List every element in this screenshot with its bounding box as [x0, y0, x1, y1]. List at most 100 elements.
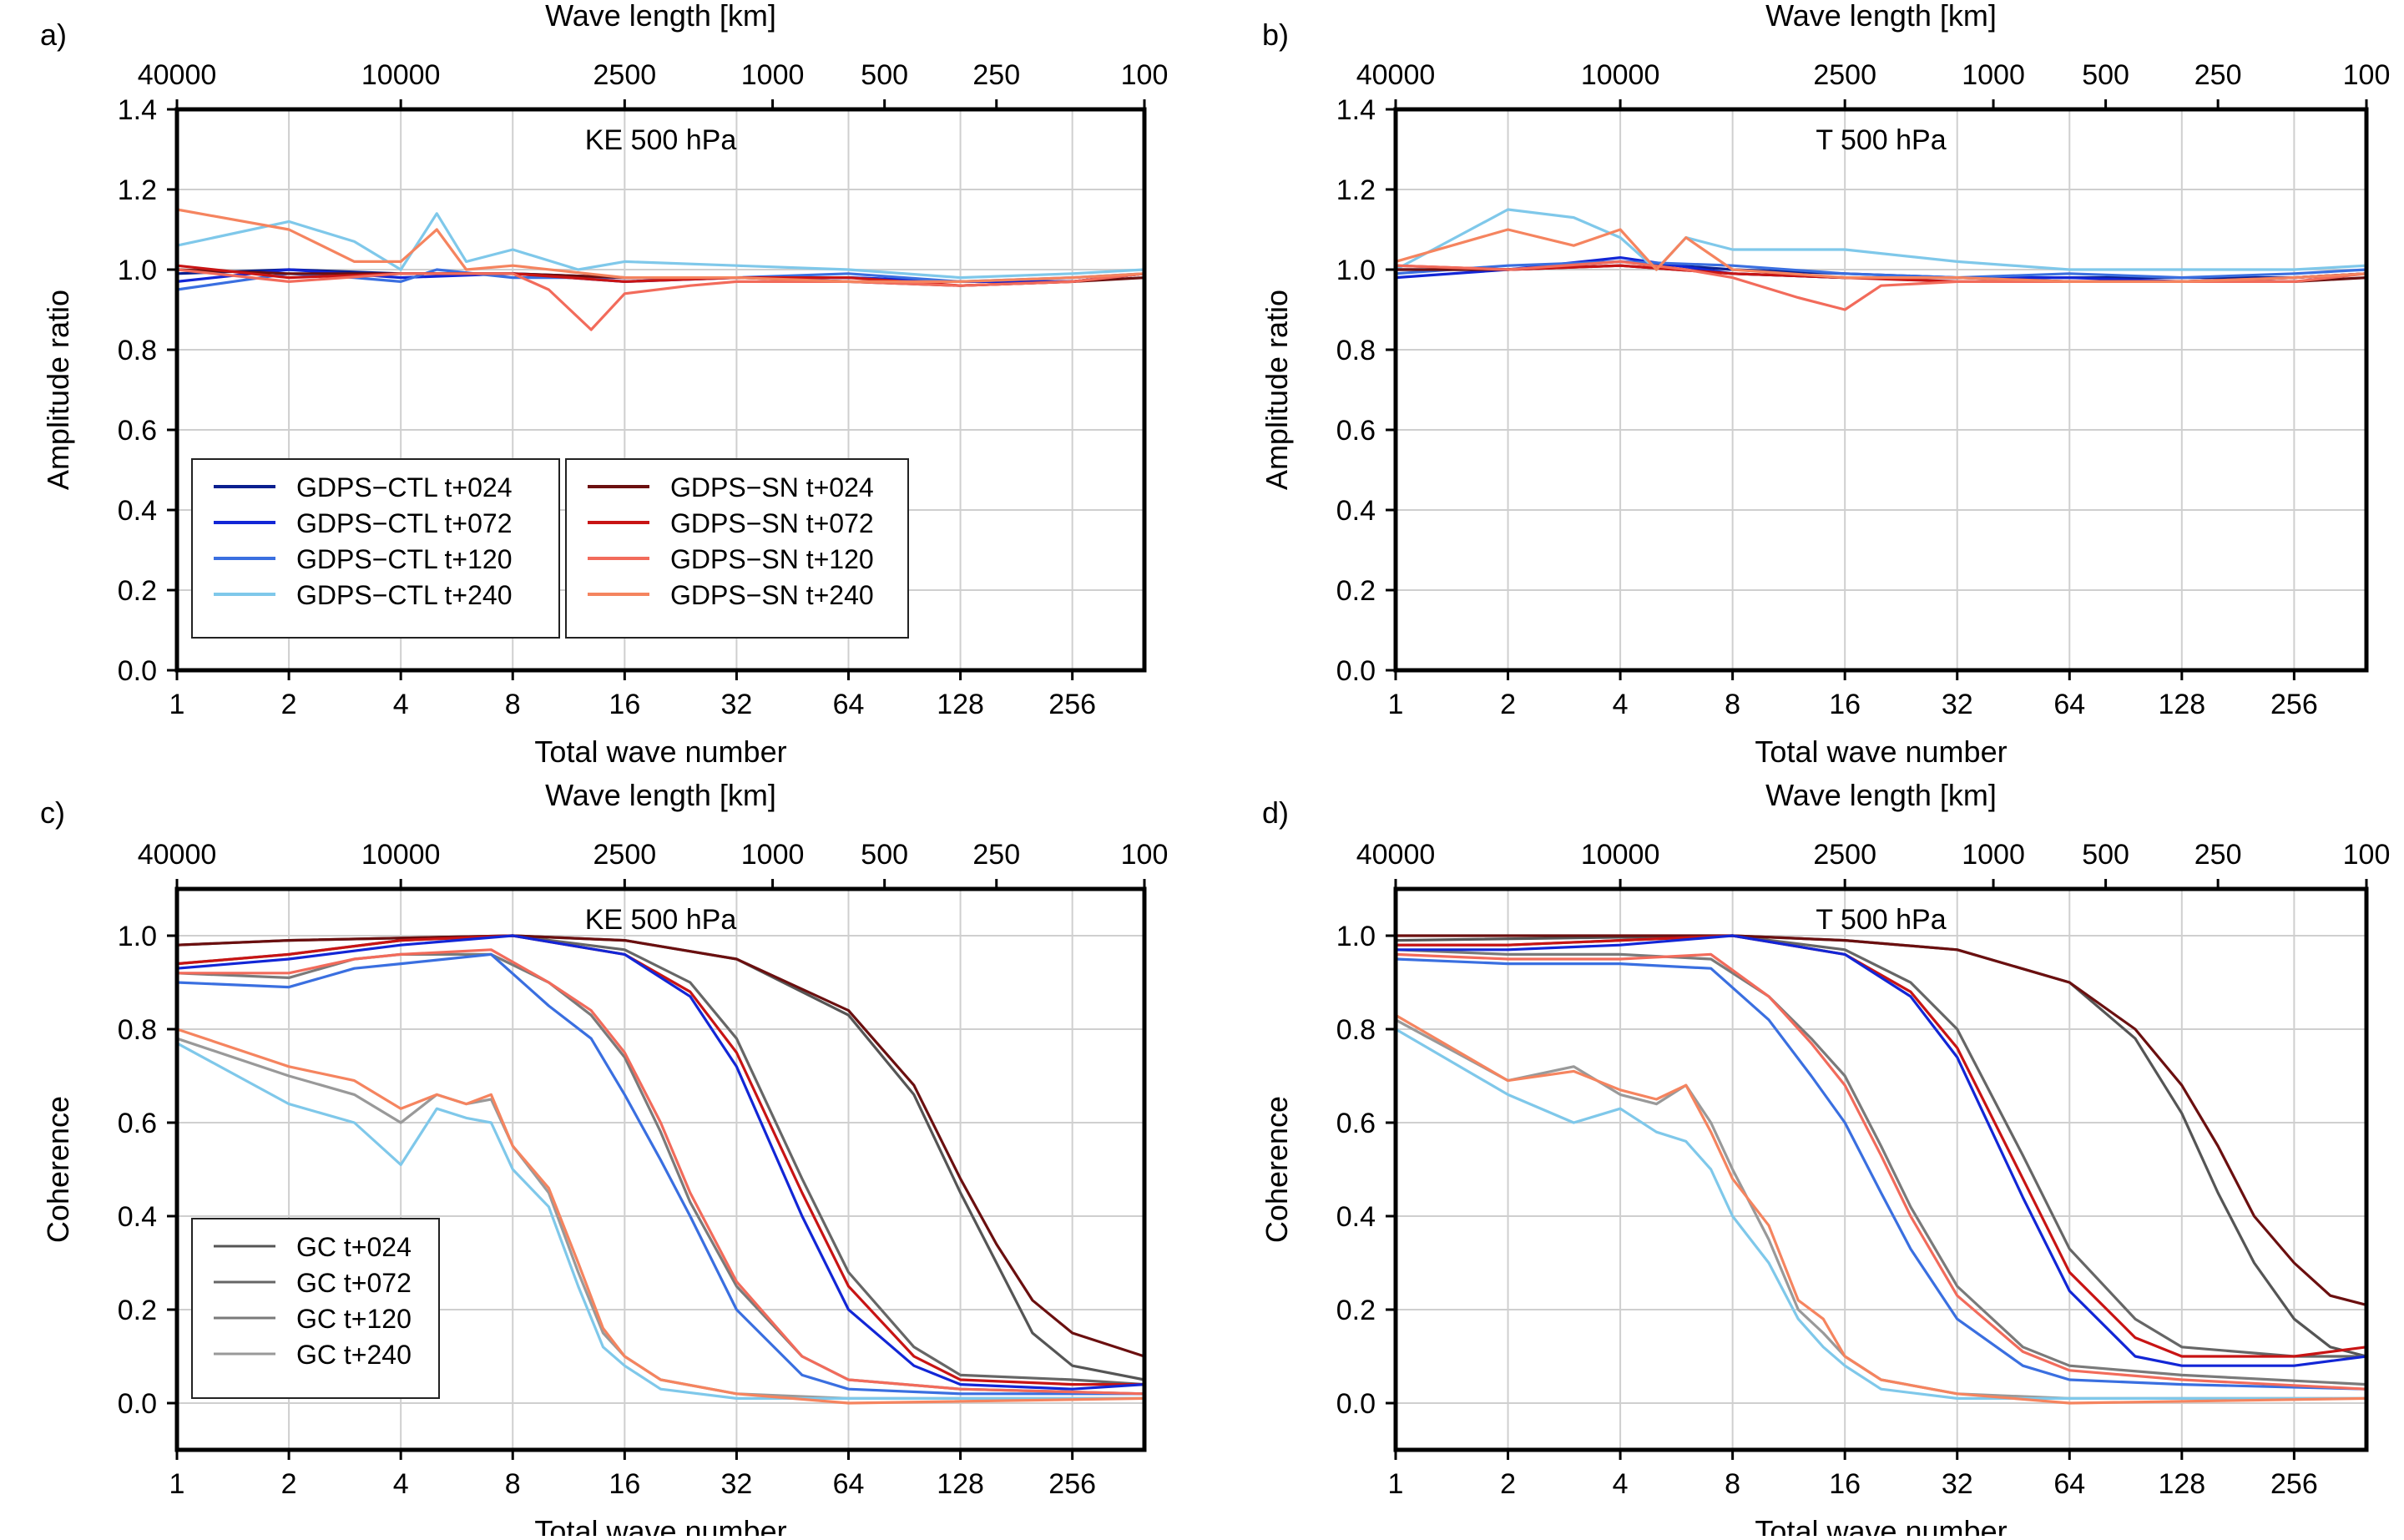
series-line: [176, 1042, 1144, 1400]
x-tick-label: 32: [1942, 1468, 1973, 1500]
x-tick-label: 8: [1725, 689, 1740, 720]
x-tick-label: 2: [1500, 689, 1516, 720]
x-tick-label: 64: [833, 1468, 865, 1500]
x-tick-label: 16: [609, 689, 640, 720]
x-tick-label: 8: [505, 689, 521, 720]
top-tick-label: 2500: [1813, 59, 1876, 91]
series-line: [1395, 1013, 2367, 1405]
legend-entry: GDPS−SN t+120: [670, 544, 874, 574]
x-tick-label: 1: [1388, 1468, 1404, 1500]
y-tick-label: 0.2: [1336, 575, 1376, 607]
x-tick-label: 64: [2053, 1468, 2085, 1500]
series-line: [176, 934, 1145, 1391]
legend-box: [191, 458, 560, 639]
x-tick-label: 2: [1500, 1468, 1516, 1500]
top-axis: 40000 10000 2500 1000 500 250 100 Wave length […: [138, 0, 1169, 109]
plot-frame: [174, 107, 1147, 673]
y-tick-label: 0.6: [1336, 415, 1376, 447]
series-group: [1395, 934, 2367, 1405]
y-tick-label: 1.4: [118, 94, 157, 126]
x-tick-label: 8: [505, 1468, 521, 1500]
top-tick-label: 500: [2082, 59, 2129, 91]
y-tick-label: 0.4: [118, 495, 157, 527]
x-tick-label: 32: [721, 1468, 753, 1500]
legend-entry: GC t+240: [296, 1340, 412, 1370]
y-axis-label: Coherence: [41, 1096, 75, 1243]
series-line: [1395, 948, 2367, 1386]
top-tick-label: 100: [1121, 59, 1169, 91]
top-axis: 40000 10000 2500 1000 500 250 100 Wave length […: [1356, 778, 2390, 889]
top-tick-label: 250: [972, 59, 1020, 91]
panel-label: d): [1262, 795, 1289, 830]
y-tick-label: 0.0: [1336, 1388, 1376, 1420]
x-tick-label: 256: [1048, 689, 1096, 720]
series-line: [1395, 228, 2367, 283]
plot-frame: [1393, 107, 2369, 673]
x-tick-label: 2: [281, 689, 297, 720]
legend-entry: GDPS−CTL t+240: [296, 580, 513, 610]
series-line: [176, 212, 1145, 280]
x-tick-label: 1: [169, 689, 185, 720]
y-tick-label: 1.2: [118, 174, 157, 206]
y-tick-label: 0.0: [1336, 655, 1376, 687]
x-axis: 1 2 4 8 16 32 64 128 256 Total wave number: [169, 1450, 1096, 1540]
top-tick-label: 500: [861, 59, 908, 91]
top-tick-label: 40000: [1356, 59, 1436, 91]
legend-box: [565, 458, 909, 639]
x-tick-label: 4: [393, 689, 409, 720]
legend-entry: GC t+072: [296, 1268, 412, 1298]
series-line: [176, 952, 1144, 1396]
top-axis-label: Wave length [km]: [1765, 0, 1997, 33]
x-tick-label: 2: [281, 1468, 297, 1500]
panel-b: b) 1 2 4 8 16 32 64 128 256 Total wave number 40000…: [1260, 0, 2390, 769]
x-tick-label: 32: [721, 689, 753, 720]
series-line: [1396, 934, 2367, 1367]
legend-box: [191, 1218, 440, 1399]
x-tick-label: 64: [2053, 689, 2085, 720]
y-axis: 0.0 0.2 0.4 0.6 0.8 1.0 Coherence: [1260, 921, 1396, 1420]
top-axis-label: Wave length [km]: [1765, 778, 1997, 812]
x-tick-label: 16: [1829, 1468, 1861, 1500]
top-tick-label: 40000: [138, 839, 217, 871]
panel-d: d) 1 2 4 8 16 32 64 128 256 Total wave number 40000…: [1260, 778, 2390, 1540]
x-tick-label: 16: [609, 1468, 640, 1500]
top-tick-label: 2500: [593, 839, 657, 871]
top-tick-label: 250: [2194, 839, 2242, 871]
x-tick-label: 128: [2158, 689, 2205, 720]
series-line: [176, 268, 1145, 331]
y-tick-label: 1.4: [1336, 94, 1376, 126]
x-tick-label: 8: [1725, 1468, 1740, 1500]
y-tick-label: 0.4: [1336, 495, 1376, 527]
top-tick-label: 10000: [361, 59, 441, 91]
x-tick-label: 1: [1388, 689, 1404, 720]
x-tick-label: 1: [169, 1468, 185, 1500]
top-tick-label: 1000: [1962, 839, 2025, 871]
y-tick-label: 0.6: [1336, 1108, 1376, 1139]
x-axis-label: Total wave number: [1755, 1514, 2007, 1536]
y-tick-label: 0.4: [1336, 1201, 1376, 1233]
x-tick-label: 128: [2158, 1468, 2205, 1500]
top-tick-label: 100: [1121, 839, 1169, 871]
y-tick-label: 0.6: [118, 1108, 157, 1139]
x-tick-label: 256: [1048, 1468, 1096, 1500]
series-group: [176, 934, 1145, 1405]
y-tick-label: 0.4: [118, 1201, 157, 1233]
top-tick-label: 10000: [1581, 59, 1660, 91]
gridlines: [1395, 109, 2366, 671]
y-tick-label: 1.0: [118, 255, 157, 286]
top-tick-label: 2500: [593, 59, 657, 91]
legend-entry: GDPS−SN t+072: [670, 508, 874, 538]
top-tick-label: 1000: [741, 839, 805, 871]
top-tick-label: 250: [2194, 59, 2242, 91]
series-line: [1396, 934, 2367, 1358]
panel-c: c) 1 2 4 8 16 32 64 128 256 Total wave number 40000…: [40, 778, 1169, 1540]
panel-label: a): [40, 18, 67, 52]
series-line: [176, 934, 1144, 1386]
legend-entry: GDPS−CTL t+072: [296, 508, 513, 538]
plot-frame: [174, 886, 1147, 1452]
top-tick-label: 500: [861, 839, 908, 871]
chart-title: T 500 hPa: [1816, 124, 1946, 156]
y-tick-label: 0.8: [1336, 1014, 1376, 1046]
x-tick-label: 64: [833, 689, 865, 720]
